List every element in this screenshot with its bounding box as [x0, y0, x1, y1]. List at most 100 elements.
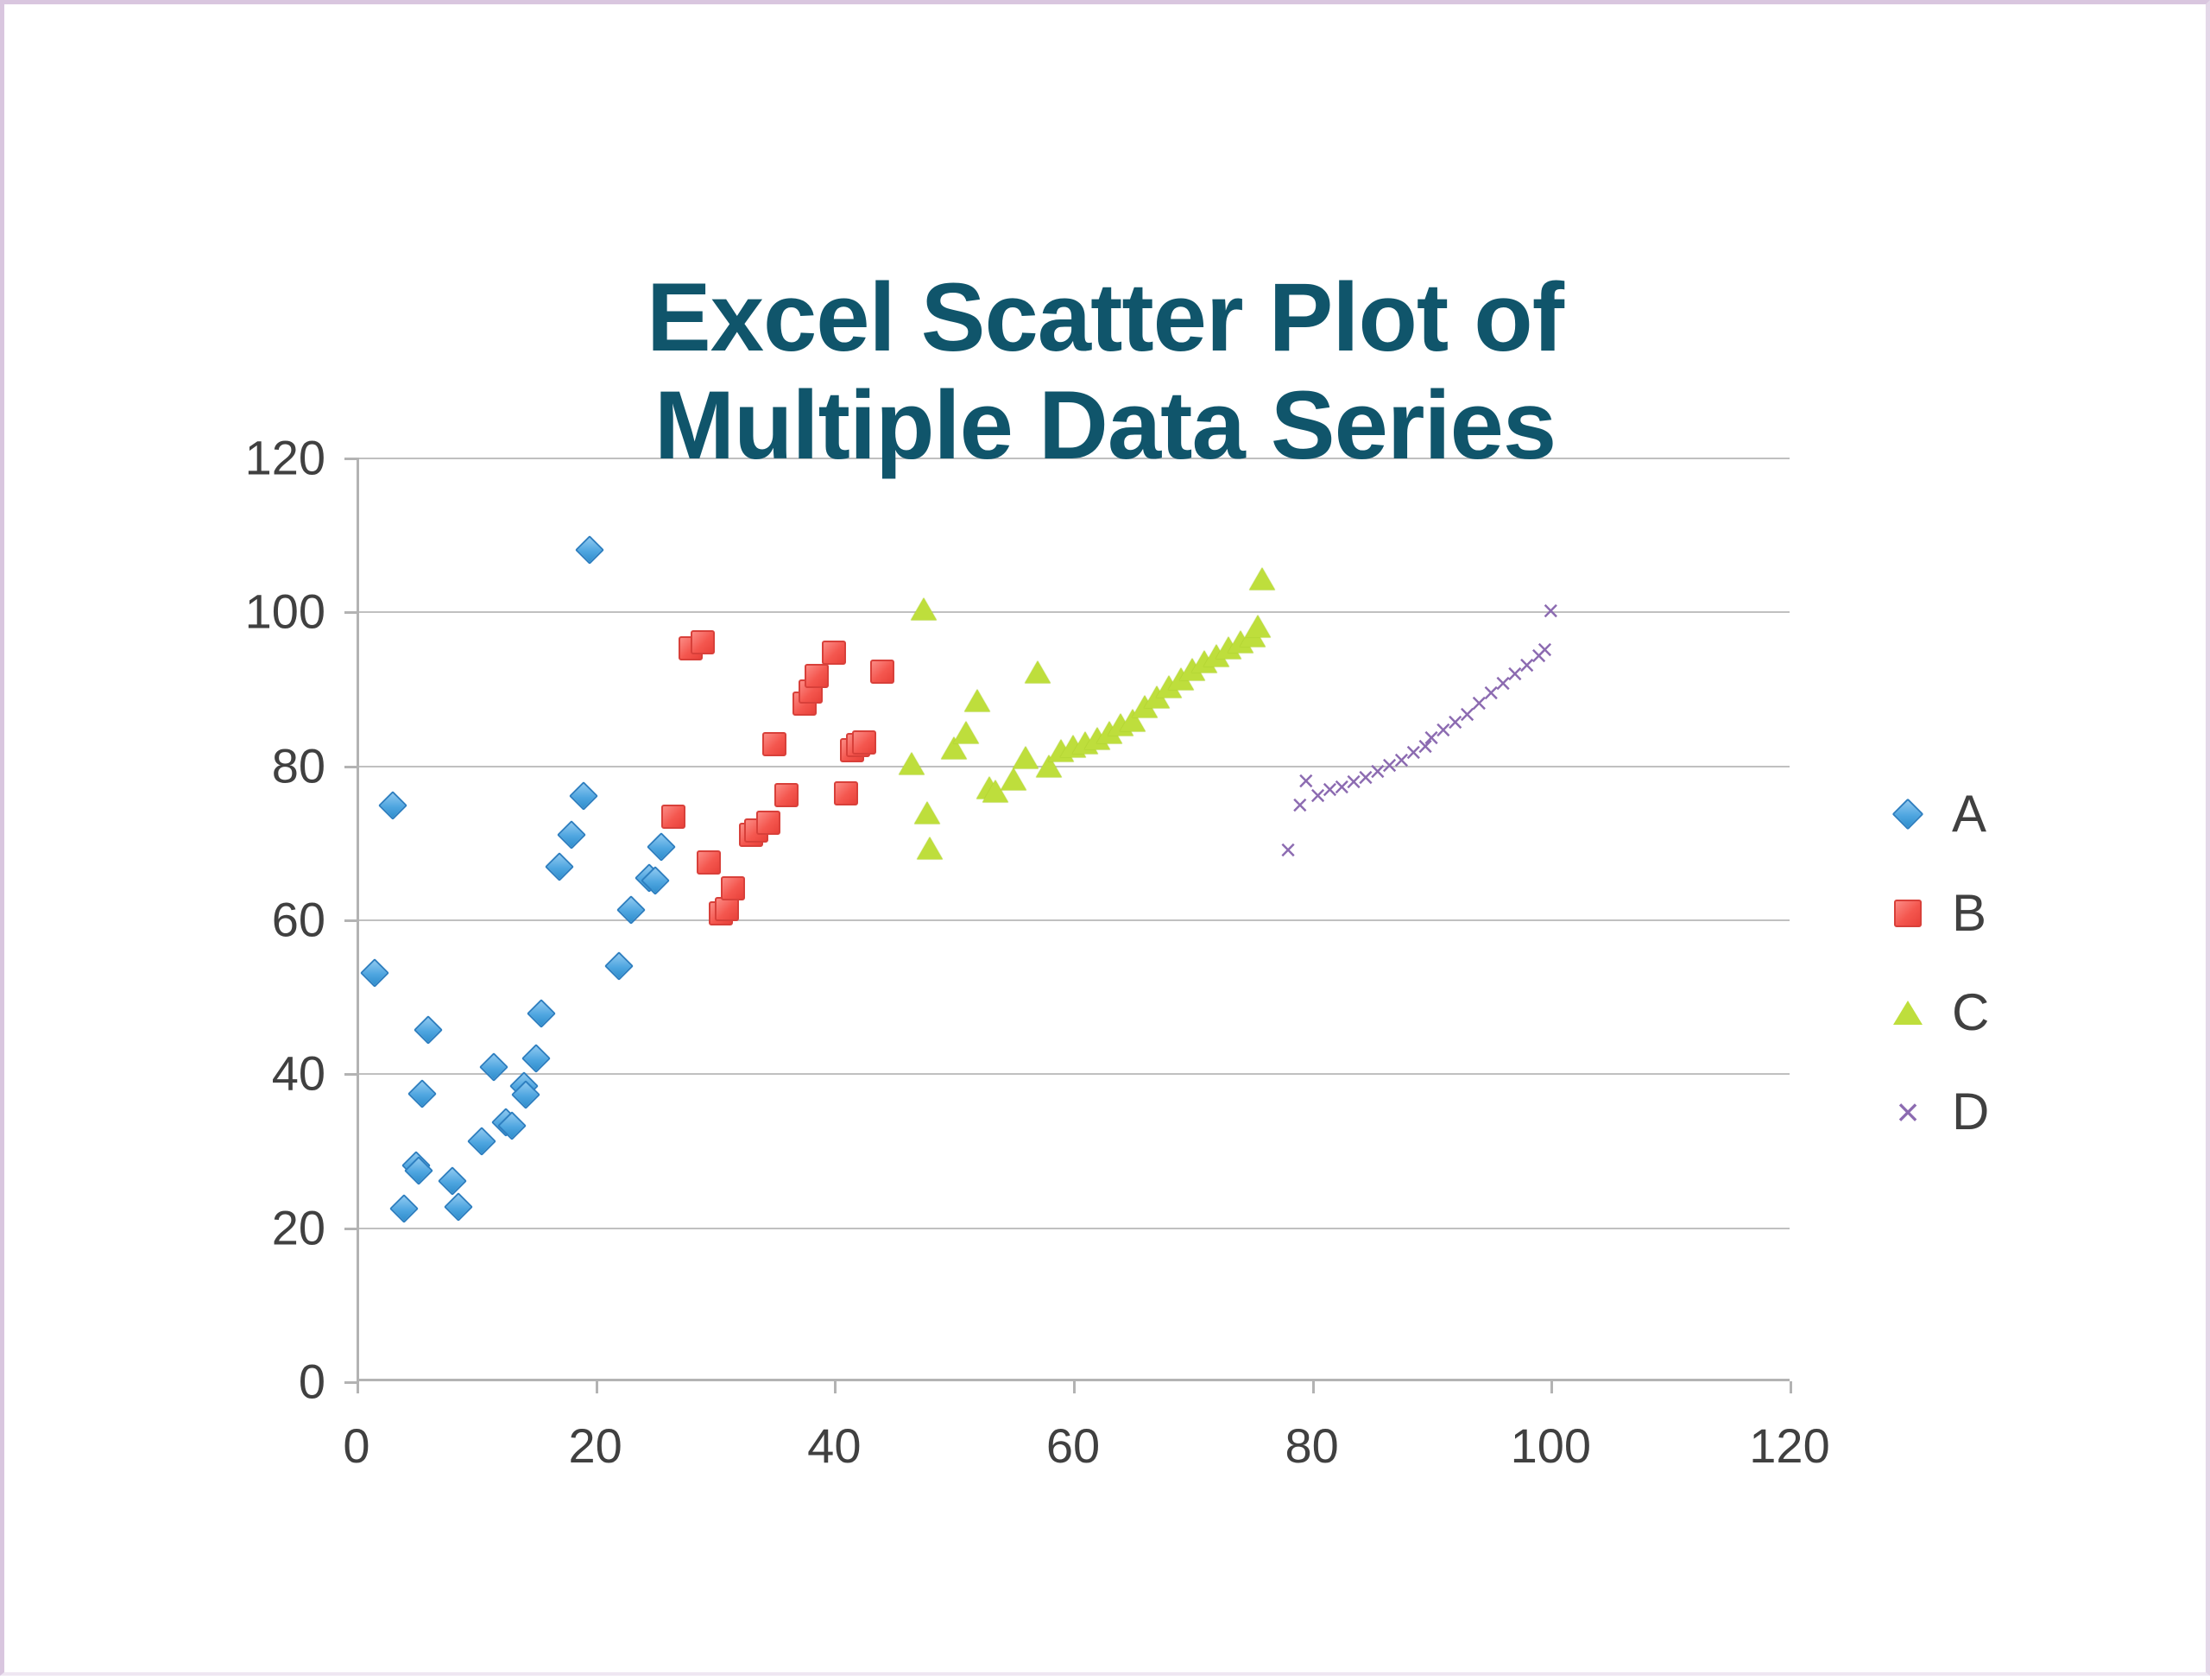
legend-item-c[interactable]: C	[1886, 963, 2128, 1062]
y-axis-tick-label: 0	[298, 1354, 325, 1409]
y-axis-tick-label: 120	[244, 430, 325, 485]
gridline-y	[357, 611, 1790, 614]
legend-item-label: A	[1952, 785, 1987, 843]
gridline-y	[357, 919, 1790, 921]
diamond-marker-icon	[1886, 793, 1929, 836]
gridline-y	[357, 458, 1790, 459]
data-point-c	[1245, 615, 1272, 638]
data-point-b	[869, 659, 894, 684]
cross-glyph	[1897, 1092, 1920, 1132]
chart-title-line-1: Excel Scatter Plot of	[646, 263, 1564, 371]
y-axis-tick-label: 60	[271, 892, 325, 947]
data-point-b	[660, 804, 685, 829]
y-axis-tick	[344, 919, 357, 922]
data-point-b	[720, 876, 745, 901]
chart-legend: ABCD	[1886, 764, 2128, 1161]
data-point-c	[964, 688, 991, 711]
cross-marker-icon	[1886, 1090, 1929, 1134]
y-axis-tick-label: 20	[271, 1200, 325, 1255]
data-point-b	[756, 810, 781, 835]
x-axis-tick	[357, 1381, 359, 1393]
data-point-c	[914, 801, 941, 824]
data-point-b	[851, 729, 876, 755]
gridline-y	[357, 1227, 1790, 1229]
triangle-marker-icon	[1886, 991, 1929, 1034]
data-point-a	[527, 998, 557, 1028]
data-point-d	[1533, 639, 1556, 661]
y-axis-tick	[344, 765, 357, 768]
data-point-a	[359, 958, 389, 988]
data-point-c	[1024, 660, 1051, 684]
x-axis-tick	[1073, 1381, 1076, 1393]
data-point-b	[697, 850, 722, 875]
x-axis-tick	[834, 1381, 837, 1393]
chart-title: Excel Scatter Plot of Multiple Data Seri…	[488, 263, 1722, 480]
y-axis-tick	[344, 611, 357, 615]
data-point-c	[899, 752, 925, 775]
data-point-a	[389, 1194, 420, 1224]
x-axis-tick-label: 80	[1285, 1418, 1339, 1473]
y-axis-tick	[344, 1381, 357, 1384]
data-point-a	[407, 1078, 438, 1108]
square-glyph	[1894, 899, 1922, 927]
y-axis-tick-label: 80	[271, 738, 325, 793]
data-point-b	[691, 630, 716, 654]
legend-item-label: D	[1952, 1083, 1990, 1140]
data-point-d	[1277, 839, 1299, 862]
x-axis-tick	[595, 1381, 598, 1393]
data-point-b	[834, 780, 859, 805]
x-axis-tick	[1790, 1381, 1792, 1393]
x-axis-tick-label: 100	[1510, 1418, 1592, 1473]
gridline-y	[357, 1073, 1790, 1076]
data-point-a	[521, 1043, 551, 1073]
data-point-a	[377, 791, 407, 821]
data-point-c	[952, 721, 979, 744]
x-axis-tick-label: 0	[343, 1418, 370, 1473]
data-point-c	[911, 597, 938, 621]
legend-item-a[interactable]: A	[1886, 764, 2128, 863]
data-point-c	[1248, 567, 1275, 591]
data-point-c	[1000, 767, 1026, 790]
triangle-glyph	[1893, 1000, 1923, 1025]
data-point-a	[574, 535, 604, 565]
square-marker-icon	[1886, 892, 1929, 935]
legend-item-d[interactable]: D	[1886, 1062, 2128, 1161]
data-point-a	[443, 1192, 473, 1222]
x-axis-tick-label: 60	[1045, 1418, 1101, 1473]
x-axis-tick-label: 120	[1749, 1418, 1830, 1473]
y-axis-tick-label: 100	[244, 584, 325, 639]
x-axis-tick	[1311, 1381, 1315, 1393]
data-point-a	[545, 852, 575, 882]
legend-item-b[interactable]: B	[1886, 863, 2128, 963]
gridline-y	[357, 765, 1790, 767]
y-axis-tick	[344, 458, 357, 460]
y-axis-tick	[344, 1227, 357, 1230]
data-point-a	[467, 1126, 497, 1156]
data-point-a	[479, 1052, 509, 1083]
data-point-c	[1012, 745, 1039, 768]
y-axis-tick-label: 40	[271, 1045, 325, 1101]
data-point-a	[557, 819, 586, 849]
data-point-c	[917, 837, 943, 860]
data-point-a	[646, 832, 676, 862]
data-point-a	[604, 951, 635, 981]
plot-area	[344, 458, 1792, 1393]
x-axis-tick-label: 40	[807, 1418, 862, 1473]
data-point-a	[437, 1166, 467, 1197]
y-axis-line	[357, 458, 359, 1381]
diamond-glyph	[1891, 798, 1924, 830]
data-point-b	[822, 641, 847, 666]
legend-item-label: C	[1952, 983, 1990, 1041]
data-point-a	[568, 781, 598, 812]
data-point-b	[804, 664, 829, 689]
data-point-b	[774, 782, 799, 807]
y-axis-tick	[344, 1073, 357, 1077]
x-axis-tick-label: 20	[568, 1418, 622, 1473]
x-axis-tick	[1550, 1381, 1554, 1393]
legend-item-label: B	[1952, 884, 1987, 942]
x-axis-line	[357, 1379, 1790, 1381]
data-point-a	[414, 1015, 443, 1045]
data-point-d	[1539, 600, 1562, 622]
scatter-chart: 0 20 40 60 80 100 120 0 20 40 60 80 100 120 Excel Sc…	[4, 4, 2210, 1680]
